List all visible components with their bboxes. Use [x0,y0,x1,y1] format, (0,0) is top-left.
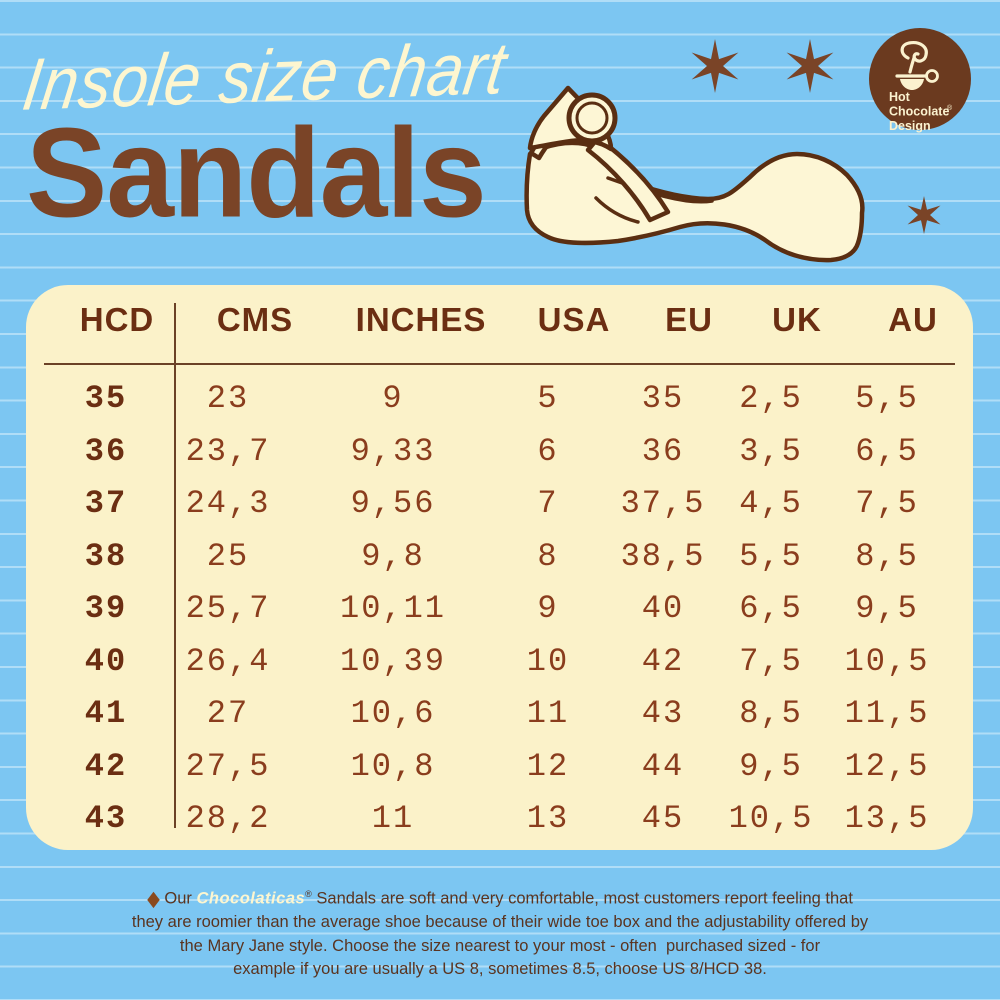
svg-text:Chocolate: Chocolate [889,105,949,119]
svg-text:Hot: Hot [889,90,911,104]
svg-text:®: ® [947,104,953,112]
svg-text:Design: Design [889,119,931,133]
